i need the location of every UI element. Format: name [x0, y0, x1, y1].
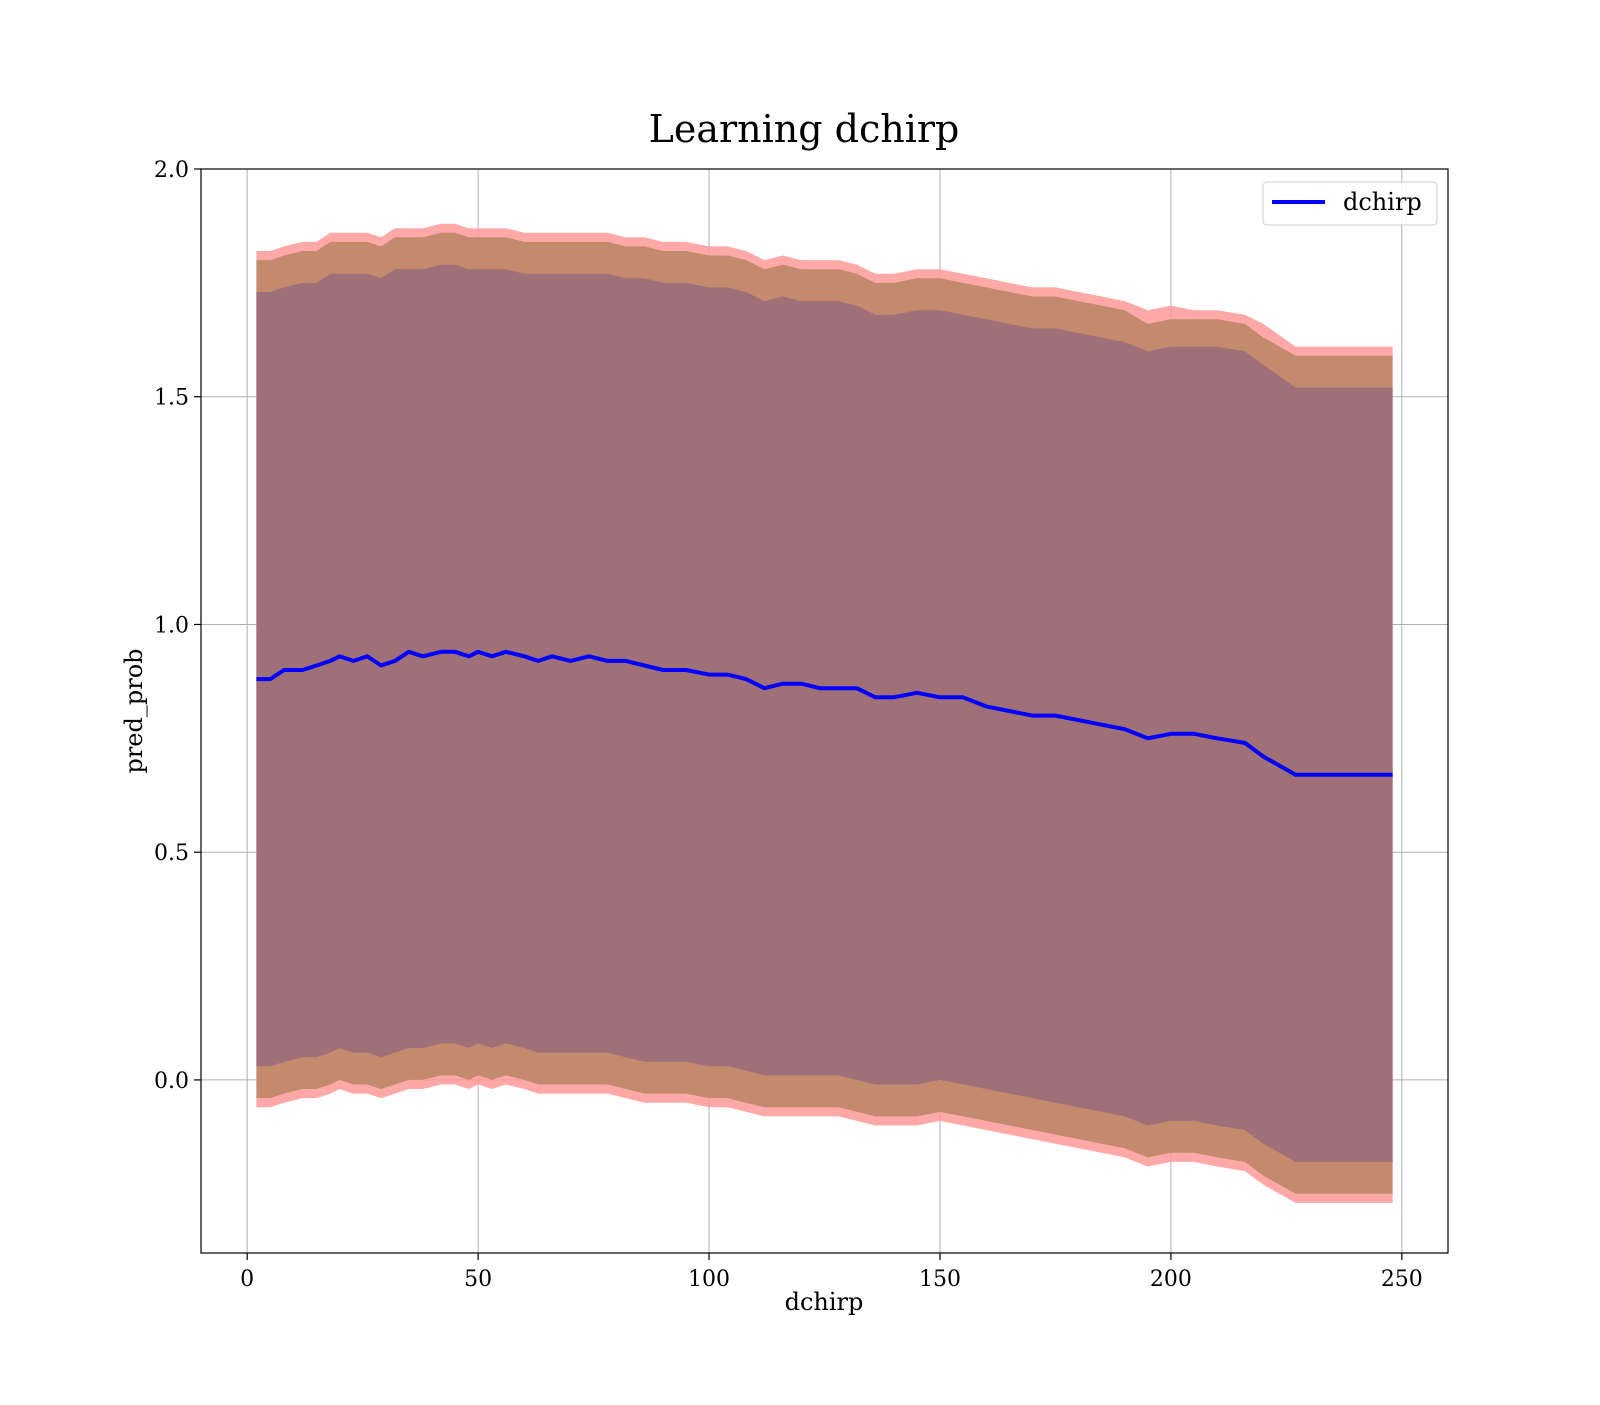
- y-ticks: 0.0 0.5 1.0 1.5 2.0: [154, 158, 201, 1094]
- y-tick-label: 0.0: [154, 1069, 189, 1094]
- y-axis-label: pred_prob: [120, 648, 148, 773]
- y-tick-label: 0.5: [154, 841, 189, 866]
- legend: dchirp: [1262, 181, 1438, 226]
- x-ticks: 0 50 100 150 200 250: [240, 1253, 1423, 1292]
- x-tick-label: 100: [688, 1267, 730, 1292]
- x-tick-label: 250: [1381, 1267, 1423, 1292]
- y-tick-label: 2.0: [154, 158, 189, 183]
- x-tick-label: 0: [240, 1267, 254, 1292]
- legend-label: dchirp: [1343, 188, 1422, 216]
- x-tick-label: 50: [464, 1267, 492, 1292]
- y-tick-label: 1.5: [154, 386, 189, 411]
- band-area-2: [256, 264, 1393, 1162]
- series-lines: [256, 649, 1393, 777]
- series-line-dchirp: [256, 649, 1393, 777]
- x-axis-label: dchirp: [785, 1288, 864, 1316]
- plot-frame: [200, 168, 1449, 1254]
- x-tick-label: 150: [919, 1267, 961, 1292]
- legend-box: [1262, 181, 1438, 226]
- y-tick-label: 1.0: [154, 613, 189, 638]
- x-tick-label: 200: [1150, 1267, 1192, 1292]
- bands: [256, 223, 1393, 1203]
- chart-title: Learning dchirp: [649, 107, 960, 151]
